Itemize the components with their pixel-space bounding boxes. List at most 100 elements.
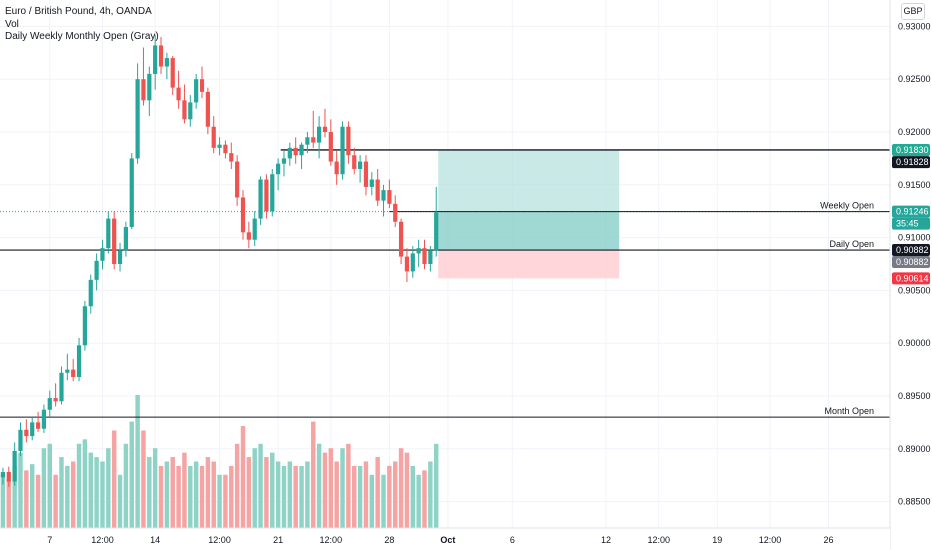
candle-body — [88, 279, 93, 307]
candle-body — [229, 153, 234, 162]
volume-bar — [182, 452, 187, 528]
volume-bar — [152, 448, 158, 528]
volume-bar — [352, 465, 357, 528]
candle-body — [428, 250, 433, 264]
volume-bar — [158, 465, 164, 528]
candle-body — [375, 179, 380, 201]
volume-bar — [357, 465, 363, 528]
volume-indicator-label[interactable]: Vol — [5, 18, 19, 30]
volume-bar — [398, 448, 404, 528]
candle-body — [94, 260, 99, 280]
candle-body — [112, 218, 117, 264]
position-zones[interactable] — [438, 149, 620, 279]
volume-bar — [111, 430, 117, 528]
time-tick-label: 12:00 — [759, 535, 782, 545]
open-indicator-label[interactable]: Daily Weekly Monthly Open (Gray) — [5, 31, 159, 42]
volume-bar — [41, 448, 47, 528]
candle-body — [59, 372, 64, 402]
volume-bar — [141, 430, 146, 528]
volume-bar — [433, 443, 439, 528]
time-tick-label: 14 — [150, 535, 160, 545]
candle-body — [182, 100, 187, 120]
price-tag-text: 0.90614 — [896, 273, 929, 283]
candle-body — [387, 190, 392, 204]
volume-bar — [94, 457, 99, 528]
volume-bar — [88, 452, 93, 528]
volume-bar — [123, 443, 129, 528]
volume-bar — [193, 461, 199, 528]
candle-body — [12, 450, 17, 482]
volume-bar — [275, 461, 281, 528]
candle-body — [404, 256, 410, 272]
volume-bar — [82, 439, 88, 528]
candle-body — [422, 248, 427, 264]
volume-bar — [176, 465, 181, 528]
open-level-lines[interactable]: Weekly Open Daily Open Month Open — [0, 149, 890, 418]
volume-bar — [328, 448, 334, 528]
volume-bar — [199, 465, 205, 528]
time-tick-label: Oct — [440, 535, 455, 545]
volume-bar — [147, 457, 152, 528]
volume-bar — [346, 443, 351, 528]
candle-body — [311, 137, 316, 143]
level-label: Month Open — [824, 406, 874, 416]
price-tag: 0.90882 — [892, 256, 930, 269]
price-tag: 0.91828 — [892, 156, 930, 169]
candle-body — [258, 179, 263, 219]
volume-bar — [188, 465, 193, 528]
price-tag: 0.91830 — [892, 143, 930, 156]
price-tick-label: 0.93000 — [898, 21, 931, 31]
volume-bar — [229, 465, 234, 528]
loss-zone — [438, 250, 620, 279]
volume-bar — [410, 465, 416, 528]
price-tag-text: 0.90882 — [896, 245, 929, 255]
candle-body — [53, 398, 58, 402]
price-tag: 0.90614 — [892, 272, 930, 285]
level-label: Weekly Open — [820, 201, 874, 211]
price-tick-label: 0.90000 — [898, 338, 931, 348]
chart-legend: Euro / British Pound, 4h, OANDA Vol Dail… — [5, 6, 159, 44]
time-tick-label: 12:00 — [208, 535, 231, 545]
level-label: Daily Open — [829, 239, 874, 249]
time-tick-label: 12:00 — [91, 535, 114, 545]
volume-bar — [211, 461, 216, 528]
candle-body — [82, 306, 88, 346]
volume-bar — [387, 465, 392, 528]
candlesticks — [0, 34, 439, 487]
candle-body — [369, 179, 374, 187]
time-axis[interactable]: 7 12:00 14 12:00 21 12:00 28 Oct 6 12 12:00 19 12:00… — [0, 527, 890, 550]
time-tick-label: 12:00 — [320, 535, 343, 545]
volume-bar — [340, 448, 345, 528]
price-tag-bg — [892, 256, 930, 269]
candle-body — [0, 472, 6, 478]
price-tick-label: 0.88500 — [898, 497, 931, 507]
candle-body — [71, 369, 76, 377]
volume-bar — [281, 465, 287, 528]
candle-body — [188, 102, 193, 120]
time-tick-label: 12:00 — [647, 535, 670, 545]
candle-body — [276, 163, 281, 175]
price-tag-bg — [892, 244, 930, 257]
currency-button[interactable]: GBP — [901, 3, 925, 20]
price-tag-bg — [892, 272, 930, 285]
volume-bar — [29, 464, 35, 528]
time-axis-bg — [0, 528, 890, 550]
candle-body — [147, 73, 152, 101]
candle-body — [141, 79, 146, 101]
volume-bar — [287, 461, 293, 528]
volume-bar — [100, 461, 105, 528]
price-tag-text: 0.91828 — [896, 157, 929, 167]
candle-body — [398, 221, 404, 257]
volume-bar — [170, 457, 175, 528]
price-tag-bg — [892, 205, 930, 218]
candle-body — [393, 203, 398, 222]
candle-body — [434, 212, 439, 251]
price-tag-bg — [892, 217, 930, 230]
volume-bar — [223, 474, 228, 528]
price-tag: 0.90882 — [892, 244, 930, 257]
volume-bar — [252, 448, 257, 528]
symbol-title[interactable]: Euro / British Pound, 4h, OANDA — [5, 6, 152, 17]
price-tag: 35:45 — [892, 217, 930, 230]
candle-body — [158, 45, 164, 67]
